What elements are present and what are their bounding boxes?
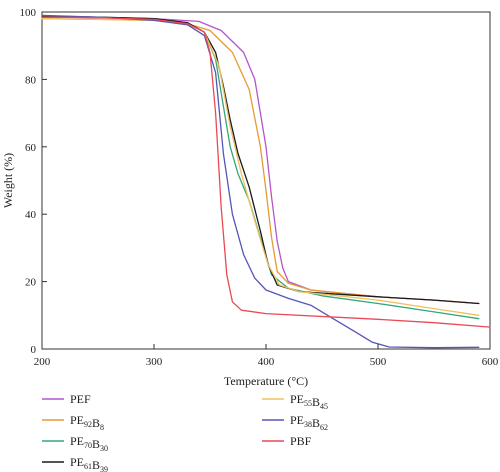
series-line-pe92b8 — [41, 18, 480, 305]
legend-label-text: PE — [290, 392, 304, 406]
legend-label-subscript: 70 — [84, 441, 92, 450]
legend-label-text: B — [92, 458, 100, 472]
legend-label: PE92B8 — [70, 413, 104, 432]
legend-label-text: PE — [290, 413, 304, 427]
legend-label: PE55B45 — [290, 392, 328, 411]
y-tick-label: 20 — [25, 277, 37, 289]
x-tick-label: 400 — [258, 356, 275, 368]
legend-label-subscript: 30 — [100, 444, 108, 453]
x-tick-label: 300 — [146, 356, 163, 368]
legend-item-pe70b30: PE70B30 — [42, 434, 108, 453]
legend-label-text: PE — [70, 455, 84, 469]
legend-item-pe55b45: PE55B45 — [262, 392, 328, 411]
legend-item-pe61b39: PE61B39 — [42, 455, 108, 472]
legend-item-pe92b8: PE92B8 — [42, 413, 104, 432]
series-line-pbf — [41, 16, 491, 328]
series-line-pe38b62 — [41, 14, 480, 349]
series-line-pef — [41, 16, 480, 305]
y-tick-label: 100 — [20, 7, 37, 19]
legend-label-subscript: 61 — [84, 462, 92, 471]
y-tick-label: 60 — [25, 142, 37, 154]
plot-frame — [41, 11, 491, 350]
y-tick-label: 40 — [25, 209, 37, 221]
x-tick-label: 500 — [370, 356, 387, 368]
x-axis: 200 300 400 500 600 — [34, 344, 499, 368]
legend-label-text: PE — [70, 434, 84, 448]
series-line-pe61b39 — [41, 15, 480, 305]
x-tick-label: 600 — [482, 356, 499, 368]
legend-label-text: PE — [70, 413, 84, 427]
legend-label-subscript: 55 — [304, 399, 312, 408]
legend-label: PE70B30 — [70, 434, 108, 453]
legend-label-subscript: 8 — [100, 423, 104, 432]
legend-item-pe38b62: PE38B62 — [262, 413, 328, 432]
legend-label-subscript: 39 — [100, 465, 108, 472]
legend-label-text: B — [92, 437, 100, 451]
y-axis: 0 20 40 60 80 100 — [20, 7, 47, 356]
legend-label-subscript: 38 — [304, 420, 312, 429]
legend-item-pef: PEF — [42, 392, 91, 406]
legend-label-text: B — [92, 416, 100, 430]
legend-label-text: B — [312, 416, 320, 430]
series-line-pe55b45 — [41, 18, 480, 316]
series-line-pe70b30 — [41, 16, 480, 320]
legend-label-subscript: 92 — [84, 420, 92, 429]
legend-label-subscript: 45 — [320, 402, 328, 411]
series-group — [41, 14, 491, 349]
x-axis-title: Temperature (°C) — [224, 374, 308, 388]
legend-label-subscript: 62 — [320, 423, 328, 432]
legend-label-text: PBF — [290, 434, 312, 448]
legend-label: PBF — [290, 434, 312, 448]
legend-item-pbf: PBF — [262, 434, 312, 448]
legend-label-text: PEF — [70, 392, 91, 406]
legend-label: PE38B62 — [290, 413, 328, 432]
y-tick-label: 0 — [31, 344, 37, 356]
plot-area — [41, 11, 491, 350]
y-axis-title: Weight (%) — [1, 153, 15, 208]
x-tick-label: 200 — [34, 356, 51, 368]
legend-label: PE61B39 — [70, 455, 108, 472]
y-tick-label: 80 — [25, 74, 37, 86]
legend-label-text: B — [312, 395, 320, 409]
legend-label: PEF — [70, 392, 91, 406]
